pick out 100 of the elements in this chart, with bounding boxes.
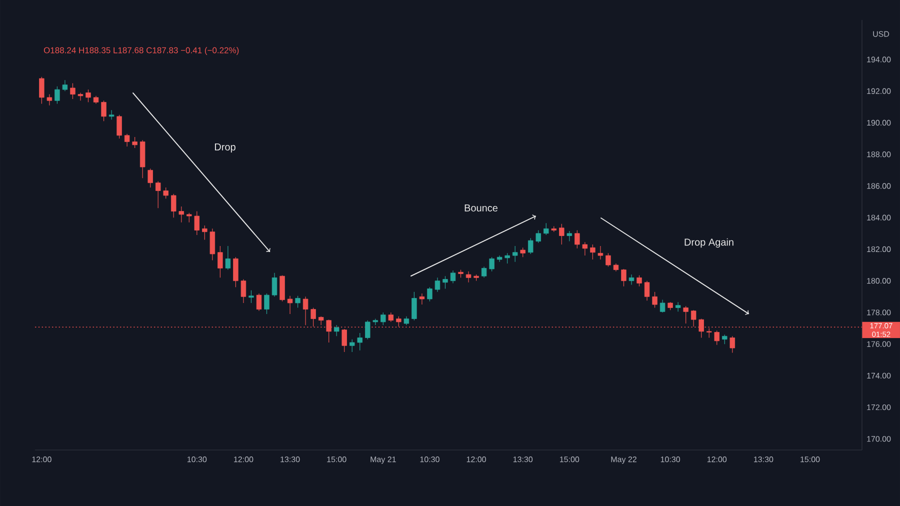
candlestick: [730, 336, 735, 354]
candlestick: [233, 256, 238, 288]
annotation: Drop Again: [684, 238, 734, 248]
candlestick: [628, 274, 634, 286]
candlestick: [559, 224, 564, 245]
candlestick: [566, 230, 572, 242]
candlestick: [46, 94, 52, 106]
candlestick: [178, 206, 184, 223]
candlestick: [520, 247, 526, 258]
candlestick: [163, 187, 168, 199]
candlestick: [225, 246, 231, 270]
y-tick-label: 182.00: [867, 246, 891, 252]
annotation: Drop: [214, 144, 236, 152]
candlestick: [644, 280, 650, 301]
x-tick-label: 12:00: [707, 456, 727, 462]
candlestick: [722, 334, 728, 344]
candlestick: [148, 168, 153, 188]
candlestick: [582, 242, 588, 256]
candlestick: [528, 238, 534, 254]
y-tick-label: 178.00: [867, 310, 891, 316]
candlestick: [496, 255, 502, 262]
candlestick: [504, 252, 510, 264]
candlestick: [512, 246, 518, 262]
candlestick: [419, 293, 425, 305]
candlestick: [365, 320, 370, 340]
y-axis-title: USD: [873, 31, 890, 37]
y-tick-label: 188.00: [867, 152, 891, 158]
candlestick: [155, 180, 161, 208]
x-tick-label: 13:30: [513, 456, 533, 462]
x-tick-label: 10:30: [420, 456, 440, 462]
candlestick: [287, 296, 293, 314]
candlestick: [264, 293, 270, 314]
candlestick: [342, 328, 347, 352]
candlestick: [621, 268, 626, 287]
candlestick: [248, 290, 254, 304]
candlestick: [256, 293, 262, 312]
y-tick-label: 172.00: [867, 404, 891, 410]
x-tick-label: 15:00: [560, 456, 580, 462]
candlestick: [240, 278, 246, 304]
x-tick-label: 10:30: [188, 456, 207, 462]
candlestick: [132, 136, 138, 148]
y-tick-label: 180.00: [867, 278, 891, 284]
candlestick: [396, 316, 402, 327]
x-tick-label: 13:30: [280, 456, 300, 462]
candlestick: [590, 244, 596, 260]
candlestick: [70, 82, 76, 100]
candlestick: [598, 246, 604, 260]
candlestick: [124, 134, 130, 147]
x-tick-label: 13:30: [754, 456, 774, 462]
candlestick: [450, 270, 456, 284]
candlestick: [334, 324, 340, 336]
candlestick: [690, 310, 696, 327]
candlestick: [116, 114, 122, 139]
x-tick-label: 15:00: [800, 456, 820, 462]
y-tick-label: 174.00: [867, 372, 891, 379]
candlestick: [544, 222, 549, 236]
candlestick: [536, 230, 541, 244]
candlestick: [101, 100, 106, 122]
candlestick: [683, 306, 688, 324]
y-tick-label: 192.00: [867, 88, 891, 94]
x-tick-label: 10:30: [660, 456, 680, 462]
candlestick: [675, 302, 681, 312]
candlestick: [412, 292, 417, 321]
x-tick-label: May 21: [370, 456, 396, 464]
candlestick: [489, 256, 494, 272]
candlestick: [202, 225, 208, 240]
x-tick-label: 12:00: [32, 456, 52, 462]
text: O188.24 H188.35 L187.68 C187.83 −0.41 (−0.22%): [44, 47, 239, 55]
candlestick: [295, 296, 300, 308]
candlestick: [108, 110, 114, 120]
candlestick: [466, 271, 472, 283]
x-tick-label: 12:00: [234, 456, 254, 462]
candlestick: [78, 92, 84, 101]
candlestick: [86, 89, 91, 102]
x-tick-label: May 22: [611, 456, 636, 464]
y-tick-label: 194.00: [867, 56, 891, 62]
candlestick: [350, 339, 355, 352]
y-tick-label: 186.00: [867, 183, 891, 189]
annotation: Bounce: [464, 204, 498, 212]
candlestick: [357, 332, 362, 351]
candlestick: [442, 276, 448, 290]
candlestick: [380, 312, 386, 326]
candlestick: [310, 307, 316, 327]
candlestick: [636, 275, 642, 287]
candlestick: [388, 312, 394, 322]
candlestick: [218, 246, 223, 278]
candlestick: [714, 330, 720, 346]
candlestick: [62, 80, 68, 92]
candlestick: [574, 230, 580, 249]
candlestick: [318, 316, 324, 326]
y-tick-label: 184.00: [867, 214, 891, 220]
candlestick: [481, 266, 487, 278]
candlestick: [210, 228, 216, 261]
y-tick-label: 170.00: [867, 436, 891, 442]
candlestick: [434, 277, 440, 292]
y-tick-label: 190.00: [867, 120, 891, 126]
candlestick: [606, 252, 611, 267]
candlestick: [54, 86, 60, 104]
candlestick: [171, 194, 176, 218]
candlestick: [427, 286, 432, 302]
